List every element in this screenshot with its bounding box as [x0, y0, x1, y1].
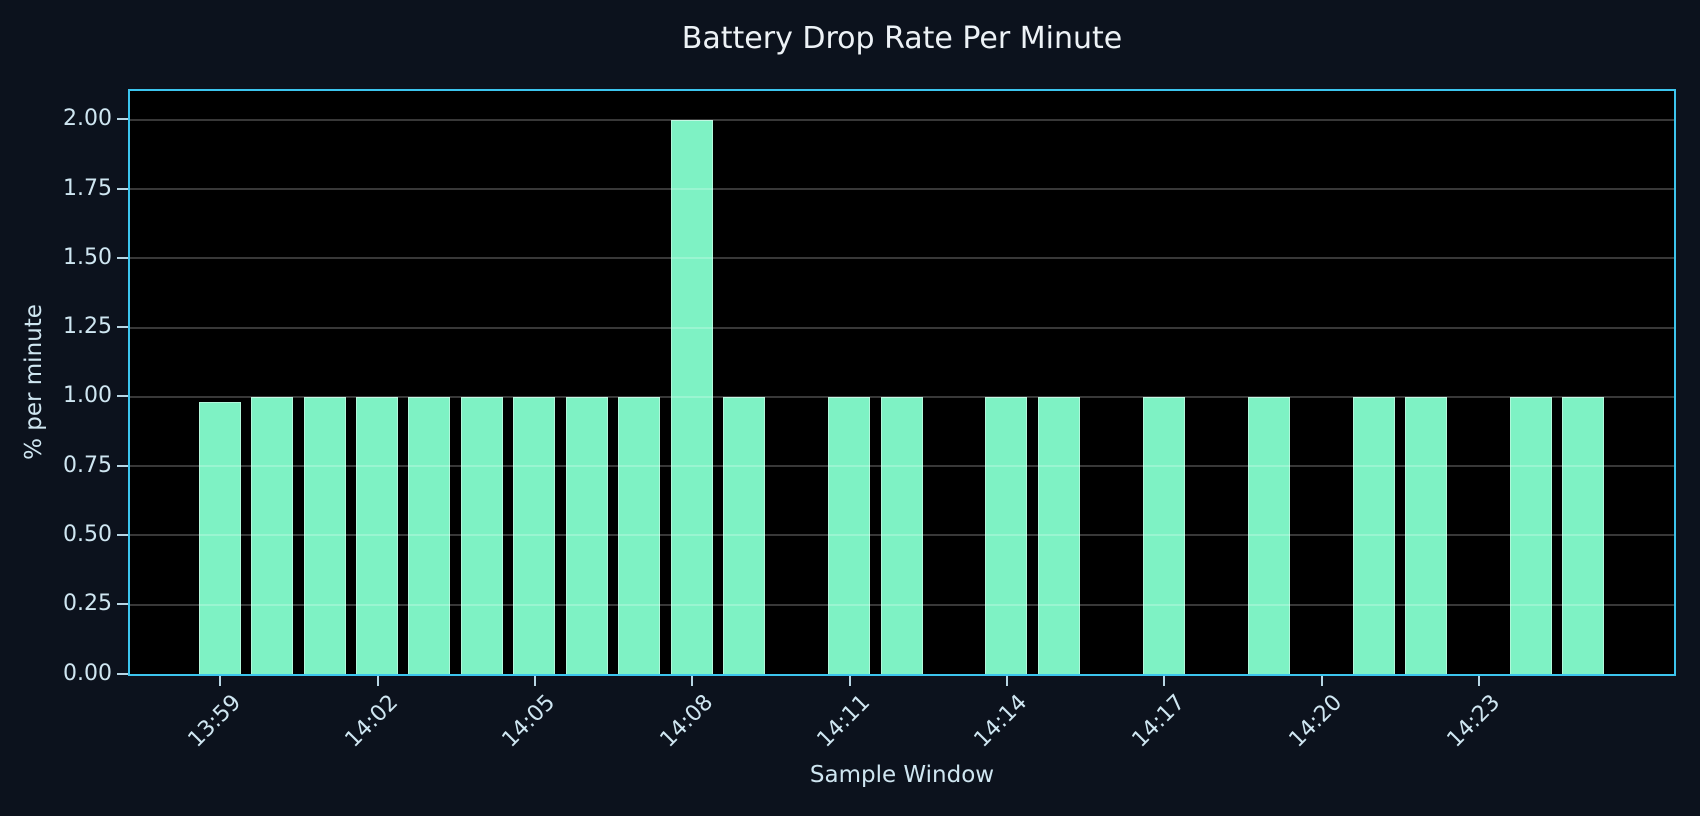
y-tick-mark: [117, 603, 128, 606]
gridline-1.00: [130, 395, 1674, 398]
gridline-1.25: [130, 326, 1674, 329]
bar-13:59: [198, 402, 241, 674]
x-tick-label-text: 14:14: [970, 690, 1033, 753]
chart-title: Battery Drop Rate Per Minute: [681, 21, 1123, 56]
y-tick-label: 1.00: [63, 383, 112, 409]
gridline-0.25: [130, 603, 1674, 606]
x-axis-title: Sample Window: [809, 762, 995, 788]
x-tick-label-text: 14:17: [1127, 690, 1190, 753]
x-tick-label-text: 14:11: [812, 690, 876, 753]
x-tick-label-text: 13:59: [183, 690, 246, 753]
y-tick-mark: [117, 672, 128, 675]
x-tick-mark: [1163, 676, 1166, 686]
y-tick-mark: [117, 326, 128, 329]
gridline-1.75: [130, 188, 1674, 190]
x-tick-mark: [691, 676, 694, 686]
bar-14:15: [1037, 396, 1080, 674]
y-tick-mark: [117, 256, 128, 259]
gridline-0.50: [130, 534, 1674, 537]
bar-14:03: [408, 396, 451, 674]
x-tick-mark: [533, 676, 536, 686]
y-tick-mark: [117, 118, 128, 121]
x-tick-mark: [1320, 676, 1323, 686]
bar-14:05: [513, 396, 556, 674]
x-tick-label-text: 14:08: [655, 690, 718, 753]
y-tick-label: 0.50: [63, 521, 112, 547]
x-tick-label-text: 14:05: [498, 690, 561, 753]
gridline-2.00: [130, 118, 1674, 121]
y-tick-mark: [117, 395, 128, 398]
y-tick-label: 1.75: [63, 175, 112, 201]
y-axis-title: % per minute: [21, 304, 47, 460]
bar-14:22: [1404, 396, 1447, 674]
y-tick-mark: [117, 464, 128, 467]
y-tick-mark: [117, 533, 128, 536]
y-tick-mark: [117, 187, 128, 190]
bar-14:11: [828, 396, 871, 674]
bar-14:01: [303, 396, 346, 674]
bar-14:25: [1562, 396, 1605, 674]
x-tick-label-text: 14:20: [1284, 690, 1348, 753]
bar-14:06: [565, 396, 608, 674]
bar-14:19: [1247, 396, 1290, 674]
bar-14:08: [670, 119, 713, 674]
bar-14:12: [880, 396, 923, 674]
bar-14:04: [460, 396, 503, 674]
x-tick-label-text: 14:02: [340, 690, 404, 753]
x-tick-mark: [1477, 676, 1480, 686]
x-tick-mark: [848, 676, 851, 686]
y-tick-label: 0.75: [63, 452, 112, 478]
y-tick-label: 2.00: [63, 106, 112, 132]
bar-14:00: [251, 396, 294, 674]
y-tick-label: 1.25: [63, 314, 112, 340]
x-tick-label-text: 14:23: [1442, 690, 1505, 753]
x-tick-mark: [1005, 676, 1008, 686]
bar-14:21: [1352, 396, 1395, 674]
bar-14:09: [723, 396, 766, 674]
bar-14:02: [356, 396, 399, 674]
bar-14:07: [618, 396, 661, 674]
y-tick-label: 1.50: [63, 244, 112, 270]
gridline-1.50: [130, 257, 1674, 260]
bar-14:17: [1142, 396, 1185, 674]
bar-14:24: [1509, 396, 1552, 674]
x-tick-mark: [219, 676, 222, 686]
x-tick-mark: [376, 676, 379, 686]
y-tick-label: 0.25: [63, 591, 112, 617]
bar-14:14: [985, 396, 1028, 674]
gridline-0.75: [130, 465, 1674, 468]
plot-area: [128, 89, 1676, 676]
y-tick-label: 0.00: [63, 660, 112, 686]
